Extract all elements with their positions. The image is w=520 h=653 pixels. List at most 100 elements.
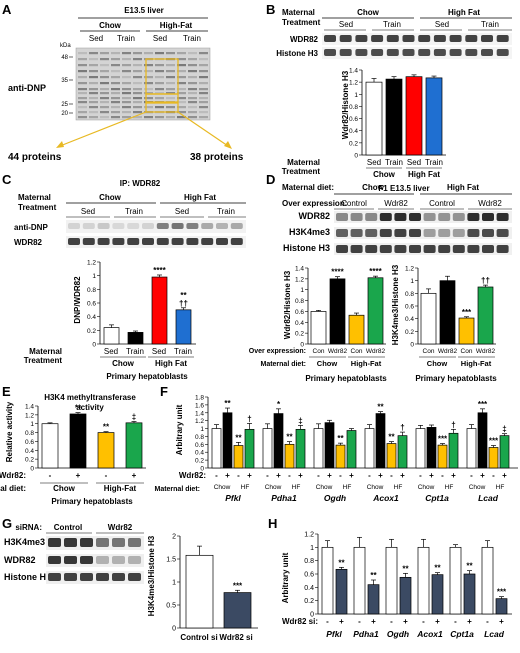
chart-d-right-ytick-label-6: 1.2 [405,266,414,273]
panel-a-group-highfat: High-Fat [160,21,193,30]
panel-f-diet-4-hf: HF [445,484,454,491]
chart-g-bar-1-annotation: *** [233,581,243,590]
chart-e-ytick-label-0: 0 [30,466,34,473]
blot-b-h3-band-10 [481,49,493,56]
blot-b-h3-band-3 [371,49,384,56]
panel-a-kda-label: kDa [60,43,71,49]
panel-d-right-xgroup-chow: Chow [427,359,448,368]
chart-f-bar-0-2-annotation: ** [235,433,242,442]
blot-a-band-3-6 [111,88,120,91]
blot-d-wdr82-band-0 [336,213,348,221]
blot-d-h3-band-11 [496,245,509,253]
blot-a-band-4-2 [122,64,131,67]
panel-g-sirna-label: siRNA: [15,523,42,532]
chart-d-left-ytick-label-1: 0.2 [295,331,304,338]
blot-a-band-2-3 [100,70,109,73]
blot-a-band-1-10 [89,106,98,109]
blot-d-h3k4me3-band-3 [379,229,392,237]
chart-f-ytick-label-1: 0.2 [195,458,204,465]
blot-g-h3k4me3-band-3 [96,538,109,547]
blot-b-wdr82-band-2 [355,35,368,42]
blot-a-band-0-1 [78,58,87,61]
blot-a-band-2-2 [100,64,109,67]
blot-d-wdr82-band-8 [452,213,465,221]
blot-a-band-0-6 [78,88,87,91]
panel-f-sign-3-2: - [390,471,393,480]
panel-d-sub-4: Wdr82 [478,199,502,208]
panel-f-sign-1-2: - [288,471,291,480]
panel-b: B Maternal Treatment Chow High Fat Sed T… [266,2,512,193]
chart-d-left-bar-1-annotation: **** [331,268,344,277]
chart-f-bar-0-3 [244,428,255,469]
blot-a-band-8-4 [166,76,175,79]
chart-f-bar-3-2 [386,443,397,469]
panel-h-gene-5: Lcad [484,629,505,639]
panel-d-blot-3 [334,243,512,255]
chart-f-bar-2-3 [346,430,357,469]
blot-c-wdr82-band-8 [186,238,199,245]
blot-a-band-8-12 [166,116,175,119]
panel-h-xlabels: - + Pfkl - + Pdha1 - + Ogdh - + Acox1 - + Cpt1a - + Lcad [326,617,505,639]
panel-b-chart: 0 0.2 0.4 0.6 0.8 1 1.2 1.4 [349,68,446,160]
blot-a-band-6-2 [144,64,153,67]
panel-f-gene-1: Pdha1 [271,493,297,503]
panel-c-group-chow: Chow [99,193,122,202]
blot-a-band-9-9 [177,101,186,104]
blot-g-h3-band-4 [112,573,125,581]
panel-c-footer: Primary hepatoblasts [106,372,188,381]
blot-a-band-5-11 [133,111,142,114]
chart-f-bar-4-3 [448,432,459,469]
blot-a-band-2-8 [100,97,109,100]
panel-h-sign-4-1: + [467,617,472,626]
panel-f-diet-2-chow: Chow [316,484,333,491]
chart-d-right-bar-2 [458,317,475,345]
panel-c-xtreat-2: Treatment [24,356,63,365]
panel-b-xgroup-chow: Chow [373,170,396,179]
blot-a-band-5-8 [133,97,142,100]
chart-h-ytick-label-0: 0 [310,612,314,619]
panel-h-sign-3-1: + [435,617,440,626]
panel-c-xtreat-1: Maternal [29,347,62,356]
panel-a-arrowhead-left [56,141,64,148]
chart-h-bar-2-1-annotation: ** [402,564,409,573]
blot-b-h3-band-1 [339,49,352,56]
blot-a-band-4-11 [122,111,131,114]
panel-f-diet-5-chow: Chow [469,484,486,491]
blot-d-wdr82-band-2 [365,213,378,221]
blot-a-band-1-5 [89,82,98,85]
panel-a-callout-right: 38 proteins [190,152,244,163]
panel-a-box-lower [145,102,179,113]
panel-f-sign-1-3: + [298,471,303,480]
blot-a-band-11-10 [199,106,208,109]
blot-c-dnp-band-10 [216,223,228,229]
panel-c-xsub-2: Train [126,347,144,356]
chart-f-bar-5-1 [477,412,488,469]
blot-d-h3k4me3-band-7 [438,229,451,237]
panel-f-diet-2-hf: HF [343,484,352,491]
blot-a-band-1-12 [89,116,98,119]
panel-f-diet-3-chow: Chow [367,484,384,491]
chart-d-left-ytick-label-3: 0.6 [295,309,304,316]
blot-a-band-4-8 [122,97,131,100]
blot-a-band-6-5 [144,82,153,85]
panel-d-right-xgroup-hf: High-Fat [461,359,492,368]
chart-e-ytick-label-3: 0.6 [25,439,34,446]
chart-d-left-ytick-label-2: 0.4 [295,320,304,327]
chart-f-bar-1-1-annotation: * [277,400,281,409]
chart-c-ytick-label-0: 0 [92,342,96,349]
blot-a-band-1-9 [89,101,98,104]
blot-c-wdr82-band-2 [97,238,110,245]
panel-c-xsub-1: Sed [104,347,118,356]
blot-a-band-11-0 [199,52,208,55]
blot-c-dnp-band-6 [156,223,169,229]
blot-a-band-11-9 [199,101,208,104]
panel-e-wdr-label: Wdr82: [0,471,26,480]
blot-g-h3-band-3 [96,573,109,581]
blot-a-band-2-7 [100,92,109,95]
blot-b-h3-band-4 [386,49,399,56]
panel-c-sub-3: Sed [175,207,189,216]
blot-a-band-10-10 [188,106,197,109]
panel-f-sign-1-1: + [276,471,281,480]
